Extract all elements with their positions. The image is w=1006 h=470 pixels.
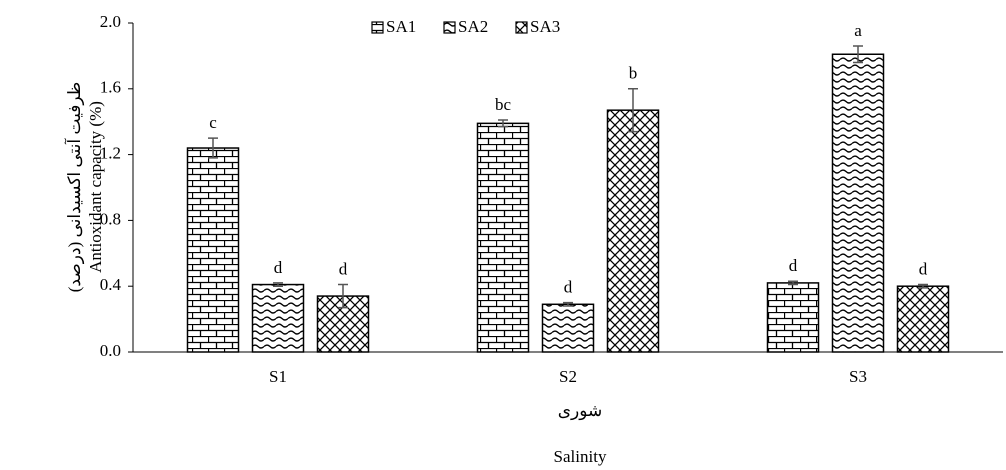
legend-label: SA3: [530, 17, 560, 36]
legend-swatch: [515, 21, 528, 34]
significance-label: d: [789, 256, 798, 275]
legend-label: SA1: [386, 17, 416, 36]
bar: [766, 282, 820, 353]
y-tick-label: 1.6: [100, 78, 121, 97]
significance-label: c: [209, 113, 217, 132]
significance-label: d: [564, 278, 573, 297]
x-tick-label: S3: [849, 367, 867, 386]
y-tick-label: 2.0: [100, 12, 121, 31]
x-tick-label: S1: [269, 367, 287, 386]
bar: [831, 53, 885, 353]
error-bar: [788, 280, 798, 286]
error-bar: [338, 283, 348, 309]
error-bar: [853, 45, 863, 64]
error-bar: [628, 88, 638, 133]
error-bar: [918, 283, 928, 289]
y-axis-label: Antioxidant capacity (%): [86, 101, 105, 273]
bar: [541, 303, 595, 353]
bar: [251, 283, 305, 353]
bar: [606, 109, 660, 353]
y-tick-label: 0.4: [100, 275, 122, 294]
bar: [896, 285, 950, 353]
legend-swatch: [443, 21, 456, 34]
bar: [476, 122, 530, 353]
legend-swatch: [371, 21, 384, 34]
significance-label: d: [339, 259, 348, 278]
error-bar: [498, 119, 508, 128]
error-bar: [563, 301, 573, 307]
significance-label: d: [274, 258, 283, 277]
x-axis-label-fa: شوری: [558, 401, 603, 421]
y-axis-label-fa: ظرفیت آنتی اکسیدانی (درصد): [63, 82, 85, 292]
legend-label: SA2: [458, 17, 488, 36]
y-tick-label: 0.8: [100, 209, 121, 228]
error-bar: [273, 282, 283, 287]
x-axis-label: Salinity: [554, 447, 607, 466]
error-bar: [208, 137, 218, 159]
bar: [186, 147, 240, 353]
x-tick-label: S2: [559, 367, 577, 386]
significance-label: d: [919, 259, 928, 278]
y-tick-label: 0.0: [100, 341, 121, 360]
y-tick-label: 1.2: [100, 144, 121, 163]
significance-label: bc: [495, 95, 512, 114]
significance-label: b: [629, 64, 638, 83]
bar: [316, 295, 370, 353]
significance-label: a: [854, 21, 862, 40]
